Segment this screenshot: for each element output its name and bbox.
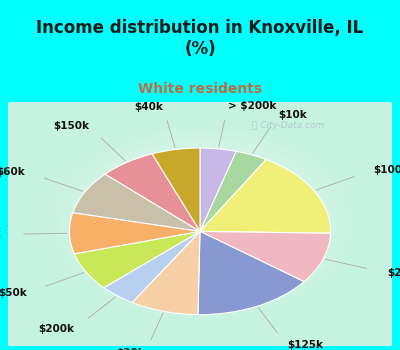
Wedge shape — [152, 148, 200, 231]
Text: $10k: $10k — [278, 110, 307, 120]
Wedge shape — [104, 231, 200, 302]
Text: $20k: $20k — [387, 268, 400, 278]
Wedge shape — [74, 231, 200, 288]
Text: $60k: $60k — [0, 167, 25, 176]
Text: $30k: $30k — [116, 348, 145, 350]
Text: 🔵 City-Data.com: 🔵 City-Data.com — [252, 121, 324, 131]
Wedge shape — [200, 160, 330, 233]
Text: $50k: $50k — [0, 288, 27, 298]
Text: $100k: $100k — [373, 165, 400, 175]
Wedge shape — [200, 148, 236, 231]
Text: > $200k: > $200k — [228, 101, 276, 111]
Text: $40k: $40k — [134, 102, 163, 112]
Wedge shape — [200, 231, 330, 282]
Text: Income distribution in Knoxville, IL
(%): Income distribution in Knoxville, IL (%) — [36, 19, 364, 58]
Text: White residents: White residents — [138, 82, 262, 96]
Text: $125k: $125k — [287, 340, 323, 350]
Wedge shape — [132, 231, 200, 315]
Wedge shape — [200, 151, 266, 231]
Wedge shape — [70, 213, 200, 254]
Wedge shape — [105, 154, 200, 231]
Wedge shape — [73, 174, 200, 231]
Text: $75k: $75k — [0, 229, 2, 239]
Text: $200k: $200k — [38, 324, 74, 334]
Text: $150k: $150k — [53, 121, 89, 131]
Wedge shape — [198, 231, 304, 315]
